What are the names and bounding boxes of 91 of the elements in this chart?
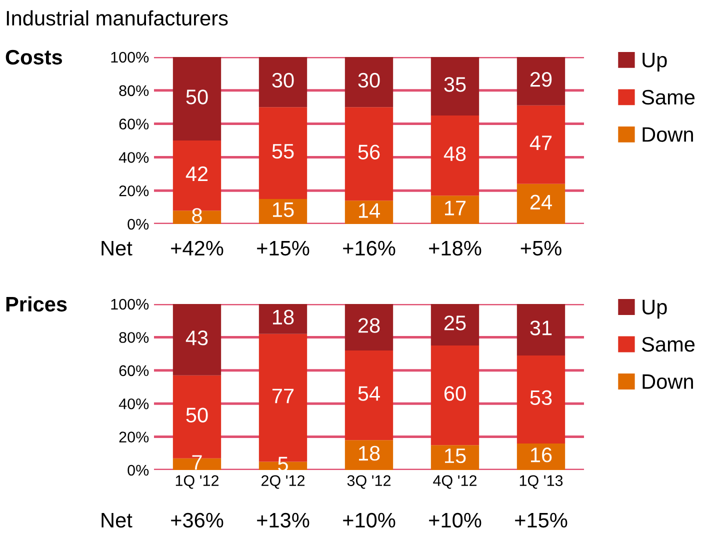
data-label: 15	[445, 448, 466, 464]
bar	[258, 304, 308, 334]
legend-label: Down	[642, 374, 693, 389]
legend-label: Same	[642, 90, 695, 105]
data-label: 47	[530, 136, 552, 150]
bar	[258, 57, 308, 108]
y-tick-label: 80%	[119, 85, 149, 96]
legend-label: Down	[642, 127, 693, 142]
data-label: 15	[273, 202, 294, 218]
data-label: 18	[273, 310, 294, 325]
bar	[516, 443, 566, 470]
bar	[430, 304, 480, 346]
y-tick-label: 60%	[119, 365, 149, 376]
data-label: 77	[272, 388, 294, 404]
data-label: 17	[445, 200, 466, 216]
bar	[516, 355, 566, 444]
bar	[258, 198, 308, 224]
bar	[258, 107, 308, 199]
data-label: 30	[272, 72, 294, 88]
y-tick-label: 0%	[128, 464, 149, 476]
data-label: 24	[530, 194, 552, 210]
bar	[172, 57, 222, 140]
y-tick-label: 80%	[119, 332, 149, 343]
data-label: 53	[530, 390, 552, 406]
y-tick-label: 40%	[118, 398, 149, 410]
y-tick-label: 0%	[128, 218, 149, 230]
bar	[516, 57, 566, 106]
text: Up	[642, 300, 667, 319]
text: +10%	[343, 512, 396, 528]
text: +10%	[429, 512, 482, 528]
data-label: 55	[272, 144, 294, 159]
text: +15%	[515, 512, 568, 528]
bar	[344, 107, 394, 201]
data-label: 48	[444, 146, 466, 162]
y-tick-label: 60%	[119, 118, 149, 130]
data-label: 56	[358, 144, 380, 160]
data-label: 29	[530, 72, 552, 87]
bar	[430, 196, 480, 224]
text: Net	[102, 241, 132, 256]
bar	[172, 304, 222, 376]
data-label: 50	[186, 408, 208, 422]
bar	[344, 304, 394, 350]
data-label: 25	[444, 316, 466, 330]
y-tick-label: 100%	[111, 298, 149, 310]
bar	[430, 346, 480, 446]
data-label: 50	[186, 90, 208, 104]
text: +36%	[171, 512, 224, 528]
bar	[344, 440, 394, 470]
text: +15%	[257, 240, 310, 256]
text: +5%	[520, 240, 562, 256]
data-label: 18	[359, 446, 380, 461]
data-label: 16	[531, 448, 552, 462]
data-label: 60	[444, 386, 466, 401]
data-label: 30	[358, 72, 380, 88]
bar	[344, 200, 394, 224]
data-label: 35	[444, 77, 466, 92]
data-label: 28	[358, 318, 380, 333]
chart-title: Prices	[6, 296, 67, 312]
chart-title: Industrial manufacturers	[6, 10, 228, 26]
y-tick-label: 100%	[111, 52, 149, 63]
bar	[430, 445, 480, 470]
bar	[344, 57, 394, 108]
bar	[516, 304, 566, 356]
text: +13%	[257, 512, 310, 528]
bar	[516, 184, 566, 224]
data-label: 7	[192, 455, 202, 470]
bar	[430, 115, 480, 196]
x-tick-label: 4Q '12	[433, 475, 476, 489]
data-label: 43	[186, 330, 208, 346]
y-tick-label: 40%	[118, 152, 149, 163]
data-label: 14	[359, 203, 380, 218]
text: +18%	[429, 240, 482, 256]
data-label: 42	[186, 166, 208, 181]
x-tick-label: 1Q '12	[176, 475, 218, 489]
legend-label: Up	[642, 52, 667, 72]
text: Same	[642, 336, 695, 352]
bar	[344, 350, 394, 440]
data-label: 31	[530, 320, 552, 336]
x-tick-label: 1Q '13	[520, 475, 563, 489]
y-tick-label: 20%	[119, 185, 149, 196]
x-tick-label: 2Q '12	[262, 475, 304, 489]
y-tick-label: 20%	[119, 432, 149, 442]
chart-subtitle: Costs	[6, 50, 62, 65]
bar	[430, 57, 480, 116]
bar	[516, 105, 566, 184]
text: Net	[102, 513, 132, 528]
text: +42%	[171, 240, 224, 256]
data-label: 8	[192, 208, 202, 223]
data-label: 54	[358, 386, 380, 401]
x-tick-label: 3Q '12	[347, 475, 390, 489]
text: +16%	[343, 240, 396, 256]
